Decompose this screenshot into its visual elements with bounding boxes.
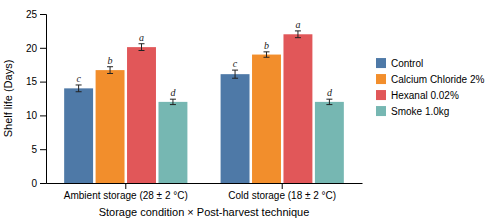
legend-swatch: [376, 106, 386, 116]
x-tick: Ambient storage (28 ± 2 °C): [64, 183, 188, 201]
error-bar: [170, 99, 176, 104]
y-tick-mark: [40, 82, 46, 83]
bar: [221, 74, 250, 183]
x-tick-label: Cold storage (18 ± 2 °C): [228, 190, 336, 201]
legend: Control Calcium Chloride 2% Hexanal 0.02% S…: [376, 58, 484, 117]
y-tick-label: 0: [31, 178, 37, 189]
letter: d: [170, 87, 176, 98]
plot: 0 5 10 15 20 25 Ambient storage (28 ± 2 °C) Col…: [26, 9, 363, 201]
y-tick-mark: [40, 183, 46, 184]
legend-label: Control: [391, 58, 423, 69]
error-bar: [263, 52, 269, 57]
legend-label: Smoke 1.0kg: [391, 106, 449, 117]
y-tick-label: 20: [26, 43, 38, 54]
y-tick-label: 5: [31, 144, 37, 155]
y-tick: 0: [31, 178, 46, 189]
letter: d: [327, 87, 333, 98]
y-tick: 15: [26, 76, 46, 87]
y-tick-label: 10: [26, 110, 38, 121]
bar: [252, 55, 281, 183]
y-tick-mark: [40, 149, 46, 150]
letter: c: [76, 73, 81, 84]
y-tick-label: 25: [26, 9, 38, 20]
x-tick-mark: [282, 183, 283, 189]
chart: 0 5 10 15 20 25 Ambient storage (28 ± 2 °C) Col…: [0, 0, 500, 221]
y-tick: 25: [26, 9, 46, 20]
y-tick-label: 15: [26, 76, 38, 87]
bar: [96, 70, 125, 183]
y-tick: 20: [26, 43, 46, 54]
y-tick: 10: [26, 110, 46, 121]
bar: [158, 102, 187, 183]
x-axis-title: Storage condition × Post-harvest techniq…: [99, 206, 310, 218]
legend-swatch: [376, 74, 386, 84]
legend-label: Calcium Chloride 2%: [391, 74, 484, 85]
y-axis-line: [40, 15, 47, 184]
error-bar: [107, 67, 113, 74]
x-tick-label: Ambient storage (28 ± 2 °C): [64, 190, 188, 201]
x-axis: Ambient storage (28 ± 2 °C) Cold storage …: [47, 183, 363, 201]
letter: c: [233, 58, 238, 69]
bar: [64, 88, 93, 183]
y-tick-mark: [40, 115, 46, 116]
y-tick-mark: [40, 14, 46, 15]
legend-swatch: [376, 90, 386, 100]
y-axis: 0 5 10 15 20 25: [26, 9, 47, 189]
letter: b: [264, 40, 269, 51]
error-bar: [295, 31, 301, 38]
x-tick: Cold storage (18 ± 2 °C): [228, 183, 336, 201]
y-tick: 5: [31, 144, 46, 155]
letter: a: [139, 32, 144, 43]
bar: [283, 34, 312, 183]
error-bar: [139, 44, 145, 51]
bar: [315, 102, 344, 183]
legend-item: Control: [376, 58, 423, 69]
legend-item: Smoke 1.0kg: [376, 106, 449, 117]
letter: a: [295, 19, 300, 30]
error-bar: [232, 70, 238, 78]
letters: c c b b a a d d: [76, 19, 332, 98]
x-axis-line: [47, 183, 363, 184]
x-tick-mark: [125, 183, 126, 189]
legend-item: Hexanal 0.02%: [376, 90, 459, 101]
bars: [64, 31, 344, 183]
letter: b: [108, 55, 113, 66]
y-tick-mark: [40, 48, 46, 49]
y-axis-title: Shelf life (Days): [2, 60, 14, 138]
legend-item: Calcium Chloride 2%: [376, 74, 484, 85]
bar: [127, 47, 156, 183]
legend-label: Hexanal 0.02%: [391, 90, 459, 101]
legend-swatch: [376, 58, 386, 68]
error-bar: [326, 99, 332, 104]
error-bar: [76, 85, 82, 92]
